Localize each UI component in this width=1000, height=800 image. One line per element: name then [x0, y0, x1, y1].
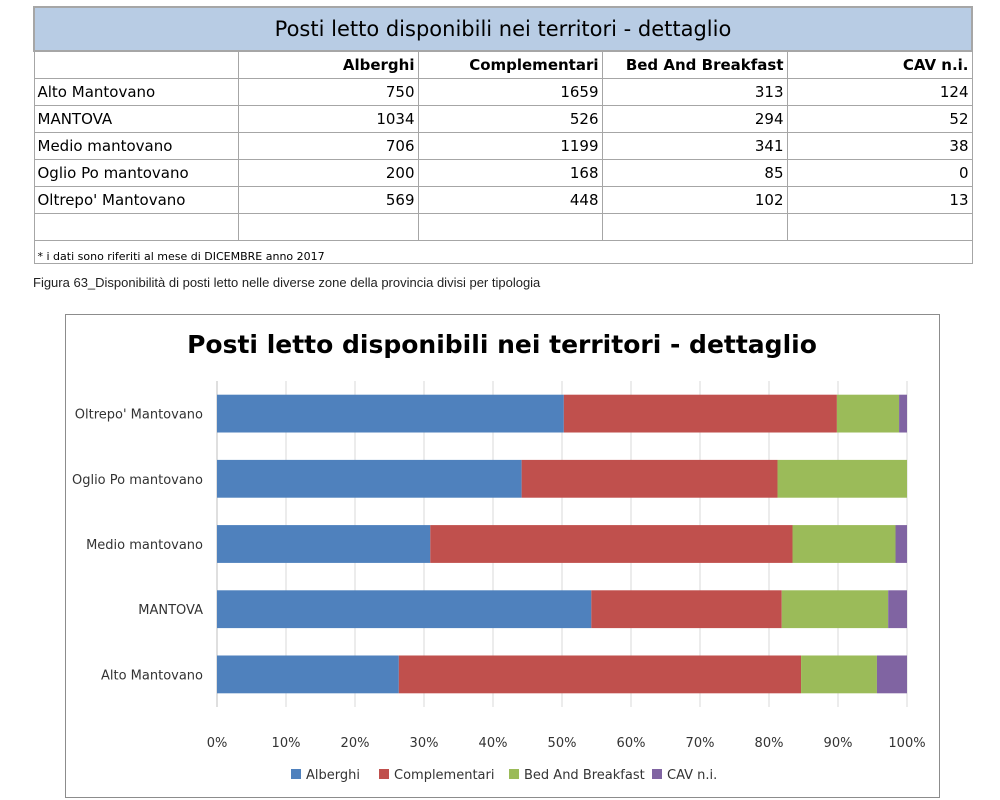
legend-swatch — [379, 769, 389, 779]
empty-cell — [33, 213, 239, 241]
x-tick-label: 20% — [341, 736, 370, 751]
chart-title: Posti letto disponibili nei territori - … — [187, 330, 817, 359]
bar-segment — [521, 459, 778, 498]
x-tick-label: 10% — [272, 736, 301, 751]
chart-svg: Posti letto disponibili nei territori - … — [72, 330, 926, 783]
legend-swatch — [291, 769, 301, 779]
table-cell: 38 — [786, 132, 973, 160]
legend-swatch — [652, 769, 662, 779]
bar-segment — [781, 590, 889, 629]
row-name: Oltrepo' Mantovano — [33, 186, 239, 214]
empty-cell — [601, 213, 788, 241]
x-tick-label: 0% — [207, 736, 228, 751]
table-row: Oglio Po mantovano 200 168 85 0 — [33, 159, 973, 187]
table-row: Medio mantovano 706 1199 341 38 — [33, 132, 973, 160]
column-header: CAV n.i. — [786, 50, 973, 79]
x-tick-label: 60% — [617, 736, 646, 751]
legend-label: CAV n.i. — [667, 768, 717, 783]
category-label: Oltrepo' Mantovano — [75, 408, 203, 423]
table-empty-row — [33, 213, 973, 241]
bar-segment — [888, 590, 907, 629]
legend: Alberghi Complementari Bed And Breakfast CA… — [291, 768, 717, 783]
bar-segment — [792, 525, 896, 563]
bars — [217, 394, 907, 694]
column-header — [33, 50, 239, 79]
table-cell: 526 — [417, 105, 603, 133]
table-cell: 168 — [417, 159, 603, 187]
x-tick-label: 70% — [686, 736, 715, 751]
table-row: Alto Mantovano 750 1659 313 124 — [33, 78, 973, 106]
row-name: MANTOVA — [33, 105, 239, 133]
table-cell: 341 — [601, 132, 788, 160]
table-cell: 294 — [601, 105, 788, 133]
bar-segment — [801, 655, 877, 694]
column-header: Bed And Breakfast — [601, 50, 788, 79]
bar-segment — [876, 655, 907, 694]
table-header-row: Alberghi Complementari Bed And Breakfast… — [33, 50, 973, 79]
category-label: MANTOVA — [138, 603, 203, 618]
row-name: Oglio Po mantovano — [33, 159, 239, 187]
category-labels: Oltrepo' Mantovano Oglio Po mantovano Medi… — [72, 408, 203, 684]
empty-cell — [786, 213, 973, 241]
legend-label: Complementari — [394, 768, 494, 783]
bar-segment — [899, 394, 907, 433]
table-cell: 85 — [601, 159, 788, 187]
x-tick-label: 100% — [888, 736, 925, 751]
legend-label: Bed And Breakfast — [524, 768, 645, 783]
table-cell: 124 — [786, 78, 973, 106]
table-cell: 706 — [237, 132, 419, 160]
x-tick-label: 30% — [410, 736, 439, 751]
table-cell: 1034 — [237, 105, 419, 133]
bar-segment — [217, 590, 592, 629]
table-cell: 102 — [601, 186, 788, 214]
row-name: Alto Mantovano — [33, 78, 239, 106]
data-table: Posti letto disponibili nei territori - … — [33, 6, 973, 264]
table-cell: 52 — [786, 105, 973, 133]
category-label: Oglio Po mantovano — [72, 473, 203, 488]
empty-cell — [417, 213, 603, 241]
bar-segment — [217, 394, 564, 433]
column-header: Alberghi — [237, 50, 419, 79]
legend-label: Alberghi — [306, 768, 360, 783]
bar-segment — [836, 394, 900, 433]
bar-segment — [777, 459, 907, 498]
category-label: Alto Mantovano — [101, 668, 203, 683]
table-row: MANTOVA 1034 526 294 52 — [33, 105, 973, 133]
x-tick-labels: 0% 10% 20% 30% 40% 50% 60% 70% 80% 90% 100% — [207, 736, 926, 751]
table-cell: 13 — [786, 186, 973, 214]
bar-segment — [563, 394, 837, 433]
table-cell: 1199 — [417, 132, 603, 160]
bar-segment — [591, 590, 782, 629]
table-title: Posti letto disponibili nei territori - … — [33, 6, 973, 52]
bar-segment — [398, 655, 802, 694]
bar-segment — [217, 459, 522, 498]
table-cell: 313 — [601, 78, 788, 106]
row-name: Medio mantovano — [33, 132, 239, 160]
table-cell: 0 — [786, 159, 973, 187]
figure-caption: Figura 63_Disponibilità di posti letto n… — [33, 275, 541, 290]
table-cell: 1659 — [417, 78, 603, 106]
table-cell: 448 — [417, 186, 603, 214]
bar-segment — [430, 525, 793, 563]
column-header: Complementari — [417, 50, 603, 79]
table-cell: 200 — [237, 159, 419, 187]
table-cell: 569 — [237, 186, 419, 214]
table-note: * i dati sono riferiti al mese di DICEMB… — [33, 240, 973, 264]
x-tick-label: 80% — [755, 736, 784, 751]
bar-segment — [895, 525, 907, 563]
x-tick-label: 50% — [548, 736, 577, 751]
category-label: Medio mantovano — [86, 538, 203, 553]
x-tick-label: 40% — [479, 736, 508, 751]
chart-container: Posti letto disponibili nei territori - … — [65, 314, 940, 798]
bar-segment — [217, 525, 431, 563]
table-note-row: * i dati sono riferiti al mese di DICEMB… — [33, 240, 973, 264]
x-tick-label: 90% — [824, 736, 853, 751]
table-title-row: Posti letto disponibili nei territori - … — [33, 6, 973, 52]
legend-swatch — [509, 769, 519, 779]
table-row: Oltrepo' Mantovano 569 448 102 13 — [33, 186, 973, 214]
table-cell: 750 — [237, 78, 419, 106]
bar-segment — [217, 655, 399, 694]
empty-cell — [237, 213, 419, 241]
